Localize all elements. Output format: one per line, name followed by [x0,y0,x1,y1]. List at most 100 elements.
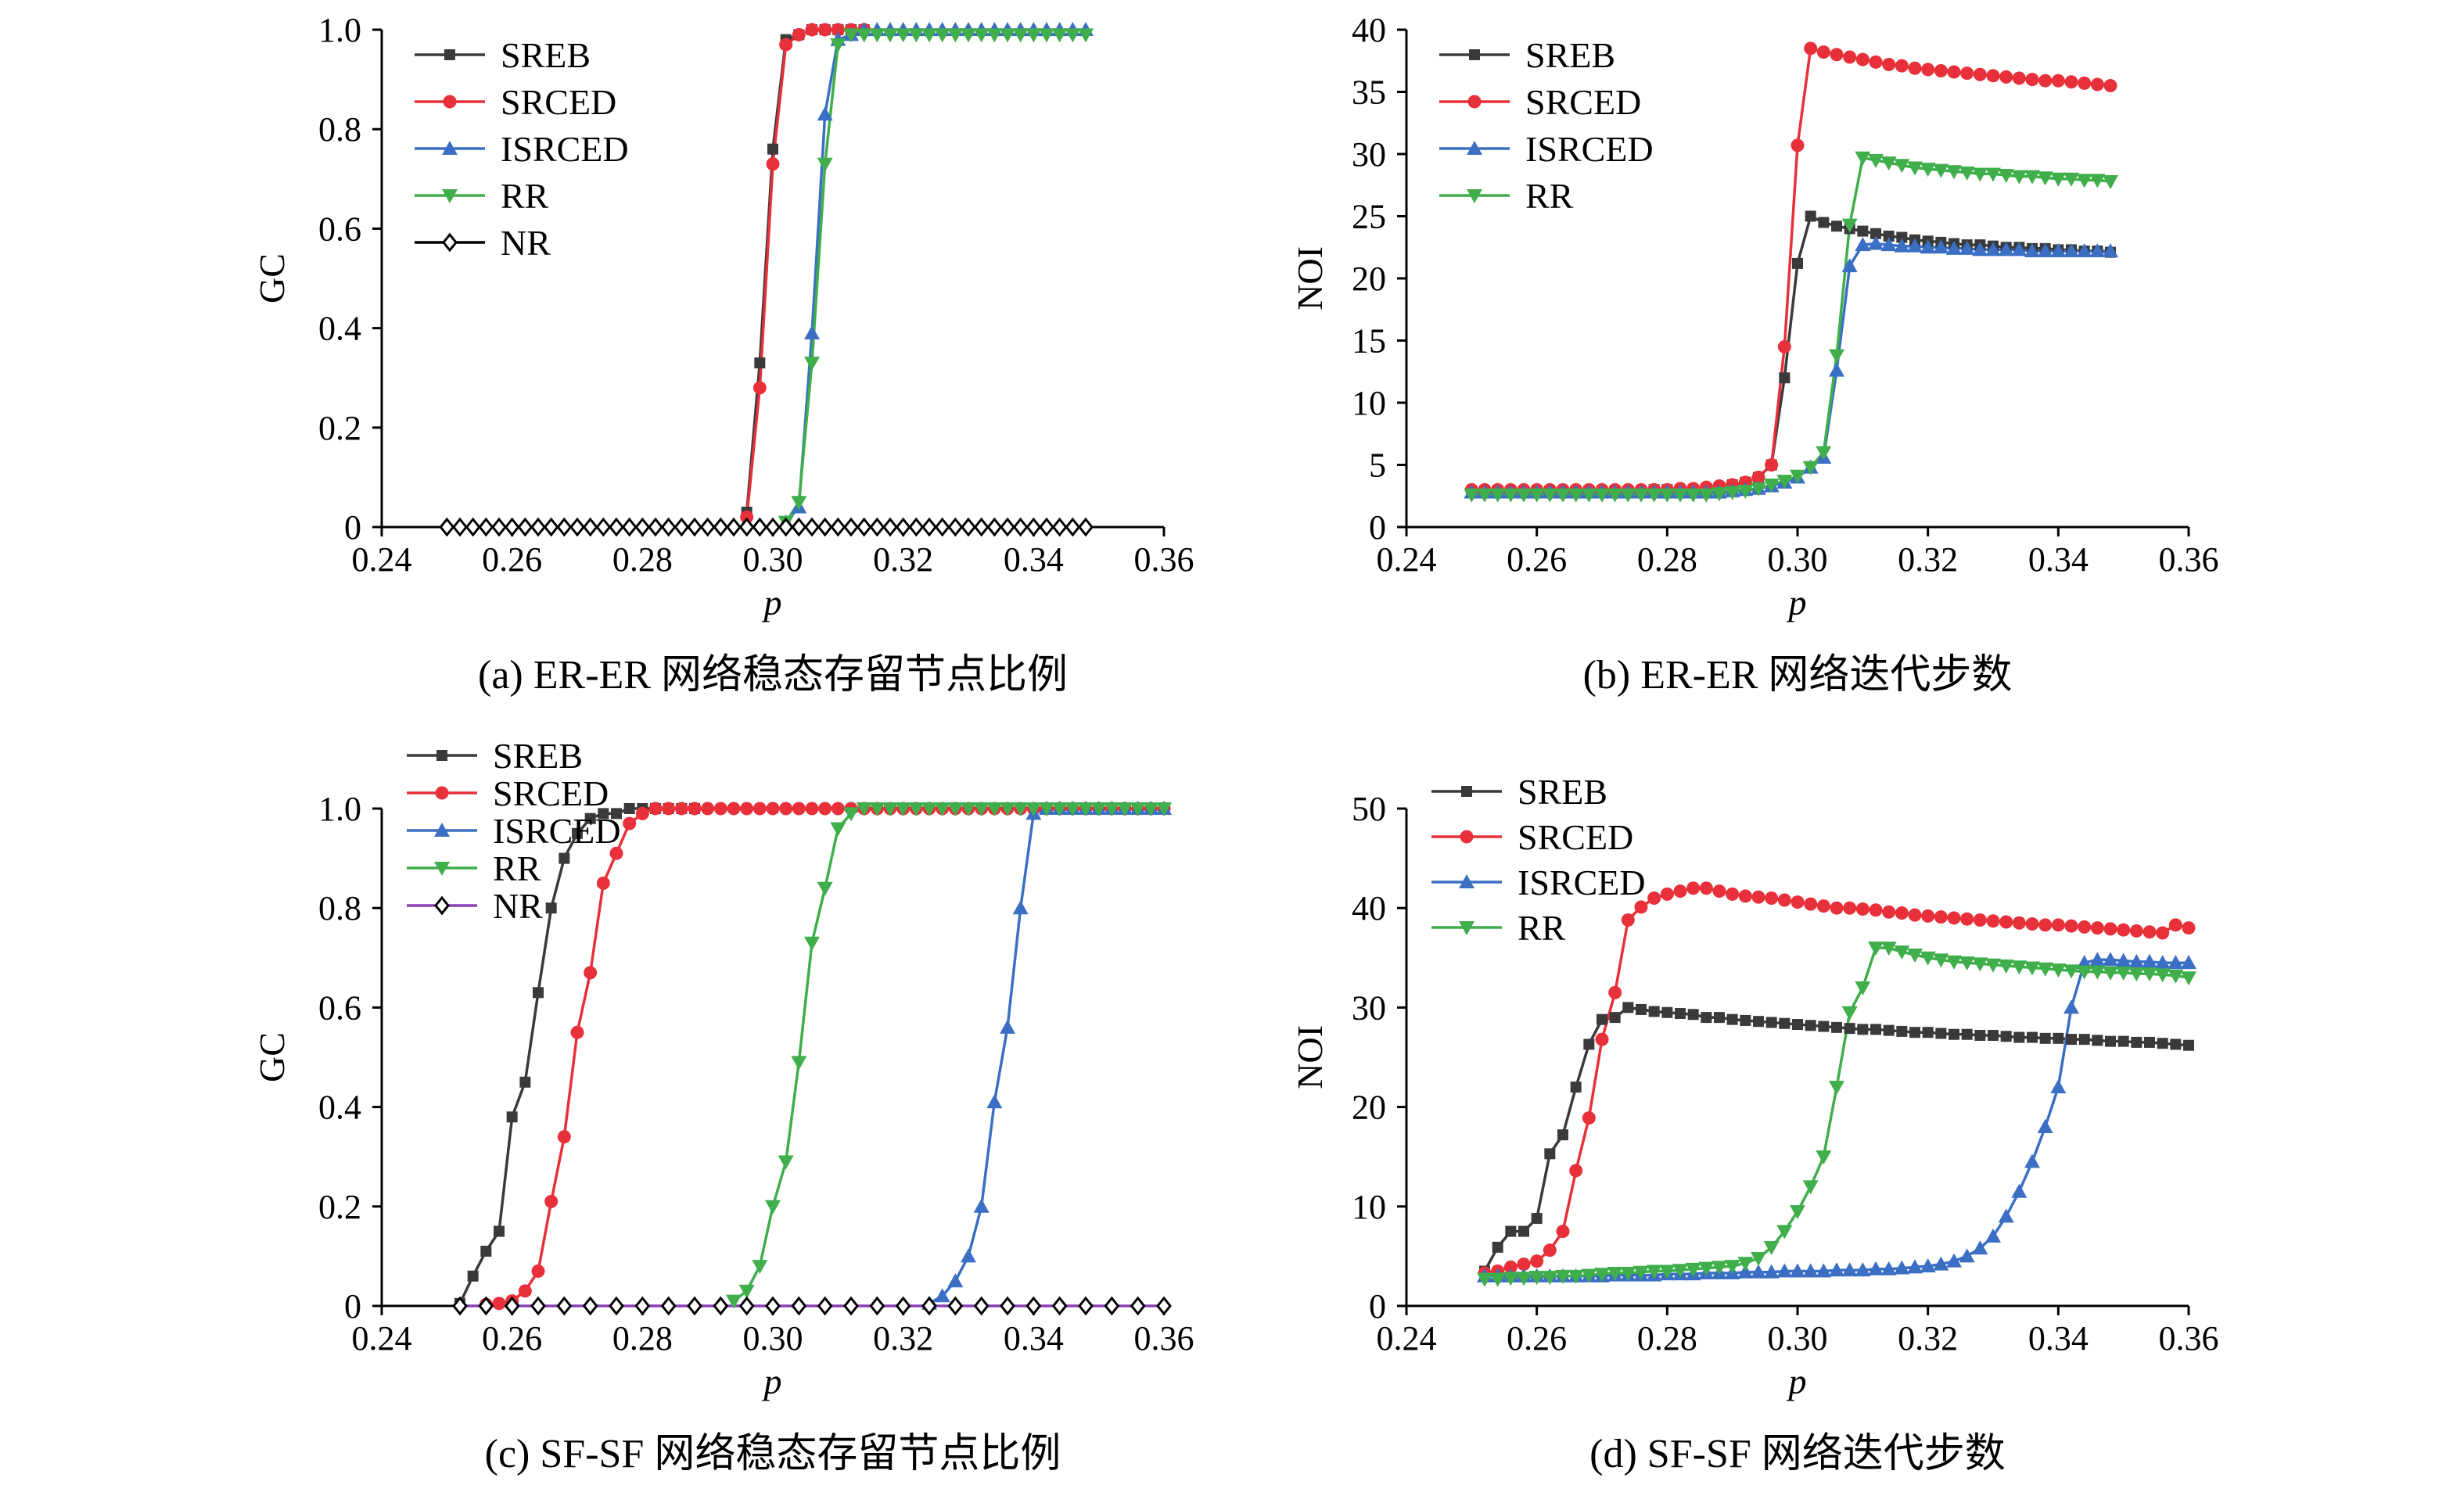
data-point-rr [1790,1205,1805,1220]
data-point-isrced [1829,362,1844,377]
data-point-srced [1804,41,1818,56]
data-point-rr [1972,167,1988,182]
data-point-srced [1673,884,1687,899]
data-point-isrced [2168,955,2184,970]
data-point-sreb [1792,257,1803,269]
x-tick-label: 0.36 [2159,1319,2219,1358]
data-point-nr [1051,517,1068,537]
data-point-rr [1117,802,1133,816]
data-point-nr [791,1296,807,1316]
data-point-isrced [1946,1253,1962,1268]
data-point-rr [895,28,911,43]
data-point-sreb [1949,1028,1959,1040]
data-point-rr [1594,488,1610,503]
data-point-rr [817,881,833,896]
data-point-srced [2168,918,2182,932]
y-tick-label: 0 [344,1287,361,1325]
panel-d-caption: (d) SF-SF 网络迭代步数 [1589,1432,2006,1476]
x-tick-label: 0.34 [1004,1319,1064,1358]
data-point-nr [543,517,559,537]
y-tick-label: 0.8 [318,110,361,149]
y-tick-label: 40 [1352,11,1386,49]
data-point-srced [1921,63,1935,77]
data-point-rr [1659,488,1676,503]
data-point-rr [1724,486,1740,500]
data-point-srced [1699,881,1713,895]
data-point-rr [1078,28,1094,43]
data-point-srced [1751,890,1765,904]
data-point-rr [973,802,990,816]
data-point-srced [1556,1225,1570,1239]
y-tick-label: 1.0 [318,11,361,49]
data-point-rr [1920,951,1936,966]
data-point-isrced [2076,243,2092,258]
data-point-isrced [1790,1263,1805,1278]
data-point-rr [1737,1257,1754,1272]
legend-marker-sreb [444,49,455,60]
data-point-sreb [2170,1038,2182,1050]
data-point-nr [713,1296,729,1316]
data-point-nr [1012,517,1029,537]
data-point-isrced [1933,1256,1949,1271]
data-point-rr [843,28,859,43]
data-point-srced [1921,909,1935,923]
data-point-isrced [2103,952,2118,967]
legend-marker-srced [435,786,449,800]
x-tick-label: 0.34 [1004,540,1064,579]
data-point-rr [1620,488,1636,503]
data-point-nr [986,517,1003,537]
data-point-rr [2011,170,2028,185]
legend-label-srced: SRCED [501,82,616,122]
data-point-rr [1802,461,1819,475]
data-point-rr [921,802,937,816]
x-tick-label: 0.32 [1898,1319,1958,1358]
data-point-nr [895,1296,911,1316]
y-tick-label: 30 [1352,988,1386,1027]
y-tick-label: 10 [1352,1188,1386,1226]
data-point-rr [1776,1225,1793,1239]
data-point-rr [1528,488,1545,503]
data-point-rr [804,357,820,371]
data-point-sreb [1622,1002,1634,1013]
data-point-sreb [2105,1035,2116,1047]
data-point-nr [648,517,663,537]
data-point-srced [648,802,663,816]
data-point-rr [1907,948,1923,963]
data-point-rr [1751,1251,1766,1266]
data-point-isrced [1816,1263,1832,1278]
data-point-isrced [2011,1183,2028,1198]
data-point-rr [1712,1261,1727,1275]
data-point-nr [595,517,612,537]
data-point-srced [805,23,819,37]
data-point-rr [1855,151,1871,166]
data-point-srced [2025,73,2039,87]
data-point-isrced [2154,955,2171,970]
data-point-rr [1868,942,1884,956]
data-point-sreb [1636,1003,1647,1015]
data-point-sreb [1818,217,1830,228]
legend-label-sreb: SREB [1525,35,1615,75]
data-point-srced [1765,458,1779,472]
panel-d: 0.24 0.26 0.28 0.30 0.32 0.34 0.3601020304050 … [1290,772,2219,1476]
data-point-rr [1156,802,1172,816]
legend-label-sreb: SREB [1518,772,1607,812]
data-point-rr [1672,1264,1688,1279]
legend-label-rr: RR [1525,176,1574,216]
data-point-srced [2090,921,2104,935]
data-point-nr [673,517,690,537]
data-point-rr [1946,165,1962,180]
data-point-isrced [2115,952,2132,967]
data-point-nr [817,1296,833,1316]
data-point-sreb [767,143,778,155]
data-point-sreb [1492,1241,1503,1253]
data-point-isrced [1985,242,2001,256]
data-point-srced [1882,58,1896,72]
data-point-nr [621,517,638,537]
data-point-rr [1998,169,2014,184]
data-point-rr [2089,965,2106,980]
data-point-rr [1998,959,2014,974]
panel-a-ticks: 0.24 0.26 0.28 0.30 0.32 0.34 0.36 0 0.2 0.4 0.6 0.… [318,11,1194,579]
data-point-rr [1503,488,1519,503]
data-point-nr [921,517,937,537]
x-tick-label: 0.26 [1507,1319,1567,1358]
